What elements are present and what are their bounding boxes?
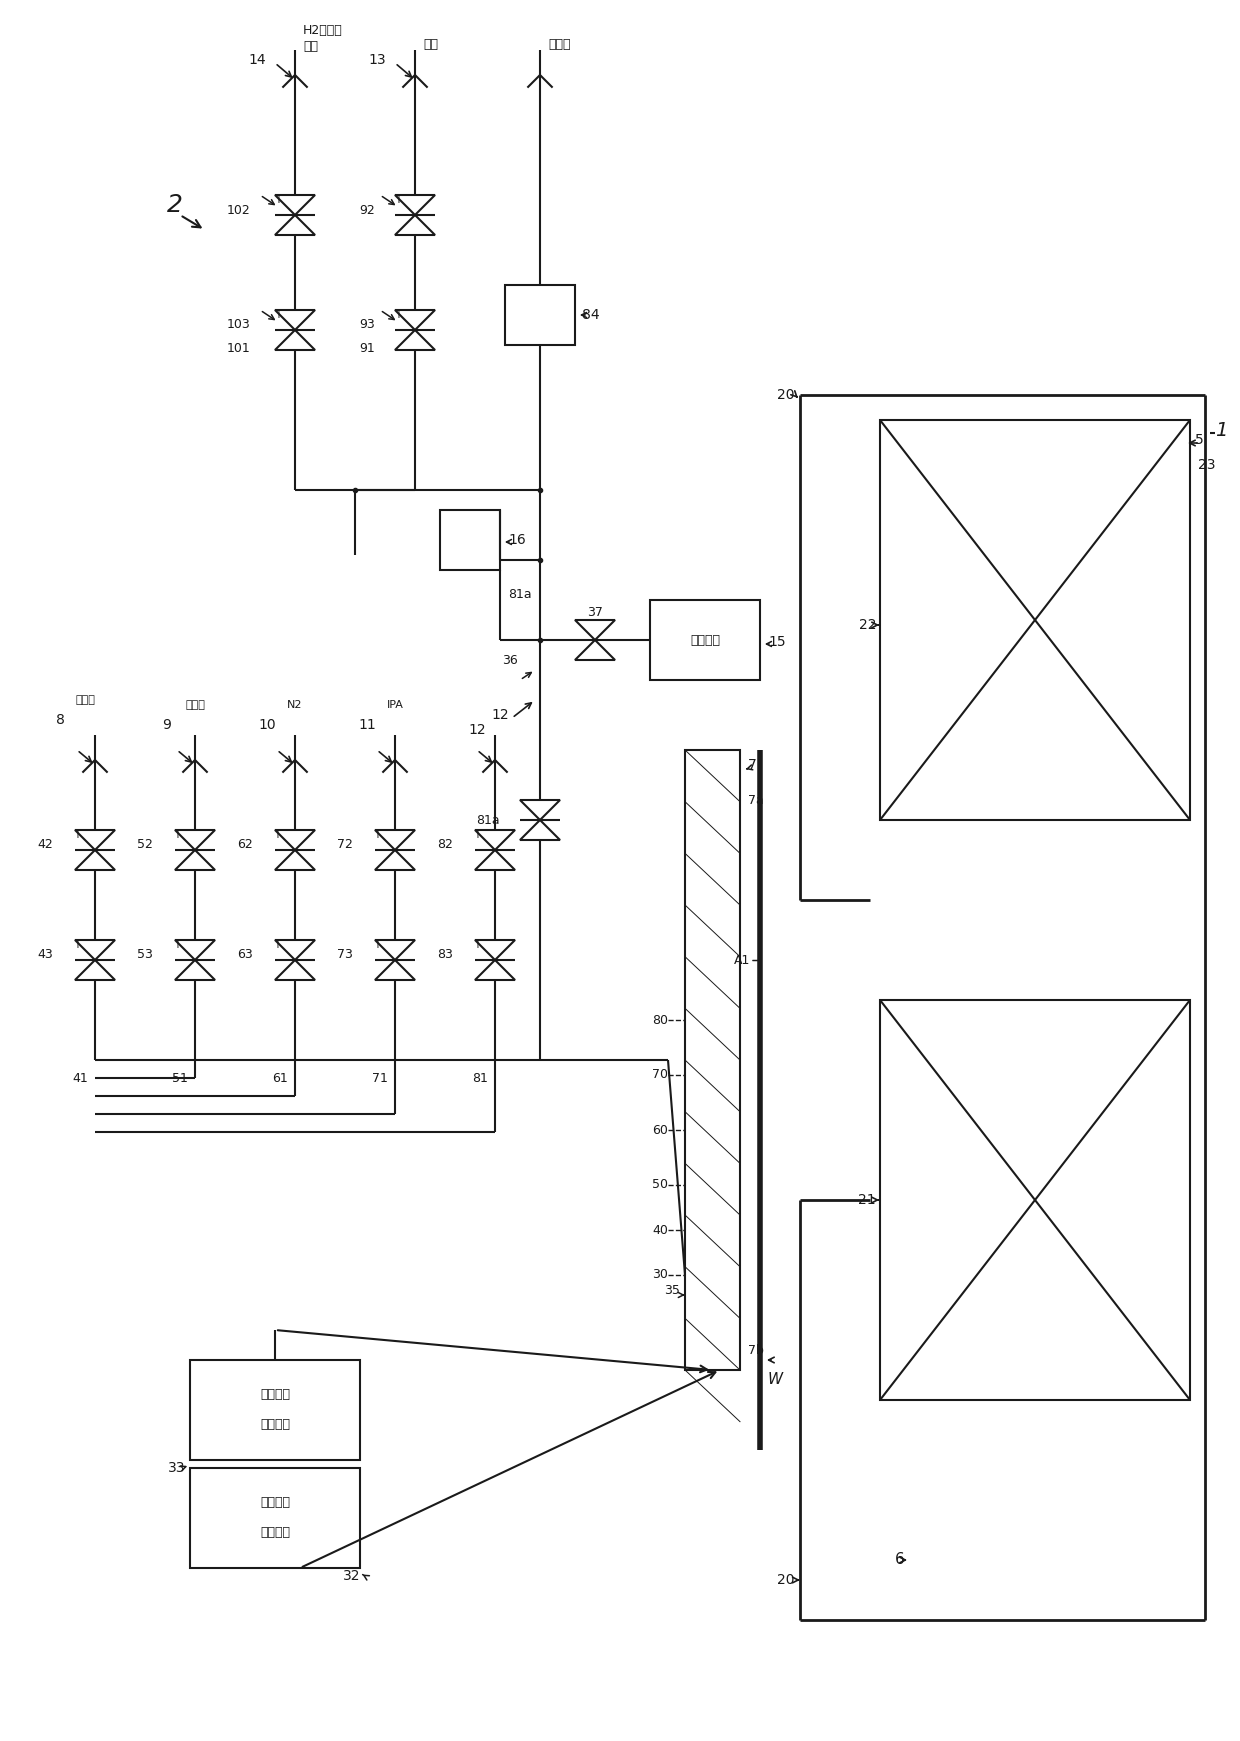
Text: 52: 52 (138, 839, 153, 851)
Text: 16: 16 (508, 533, 526, 547)
Bar (190, 1468, 360, 1569)
Text: 12: 12 (491, 709, 508, 723)
Text: 2: 2 (167, 193, 184, 218)
Text: 10: 10 (258, 717, 275, 731)
Text: 81: 81 (472, 1071, 487, 1085)
Text: T: T (74, 940, 79, 951)
Text: 1: 1 (1215, 421, 1228, 439)
Text: 71: 71 (372, 1071, 388, 1085)
Text: 33: 33 (167, 1461, 185, 1475)
Text: 23: 23 (1198, 458, 1215, 472)
Text: 82: 82 (438, 839, 453, 851)
Text: 41: 41 (72, 1071, 88, 1085)
Text: T: T (274, 940, 280, 951)
Text: 81a: 81a (508, 588, 532, 601)
Text: 11: 11 (358, 717, 376, 731)
Text: T: T (374, 830, 379, 839)
Text: 92: 92 (360, 204, 374, 216)
Text: 51: 51 (172, 1071, 188, 1085)
Text: 阻隔构件: 阻隔构件 (260, 1389, 290, 1402)
Text: 20: 20 (777, 388, 795, 402)
Text: T: T (474, 830, 480, 839)
Text: 72: 72 (337, 839, 353, 851)
Bar (190, 1360, 360, 1461)
Text: 37: 37 (587, 606, 603, 618)
Text: 63: 63 (237, 949, 253, 961)
Text: T: T (275, 195, 281, 205)
Bar (880, 999, 1190, 1400)
Text: H2、氮气: H2、氮气 (303, 23, 342, 37)
Text: 氮气: 氮气 (303, 40, 317, 54)
Text: 7b: 7b (748, 1344, 764, 1356)
Text: T: T (274, 830, 280, 839)
Text: 60: 60 (652, 1123, 668, 1137)
Text: 53: 53 (138, 949, 153, 961)
Text: 84: 84 (582, 308, 600, 322)
Text: N2: N2 (288, 700, 303, 710)
Text: 9: 9 (162, 717, 171, 731)
Text: 13: 13 (368, 52, 386, 66)
Text: T: T (174, 940, 180, 951)
Text: 70: 70 (652, 1069, 668, 1081)
Text: 20: 20 (777, 1574, 795, 1588)
Text: 7a: 7a (748, 794, 764, 806)
Text: W: W (768, 1372, 784, 1388)
Text: 超纯水: 超纯水 (185, 700, 205, 710)
Text: T: T (174, 830, 180, 839)
Bar (880, 420, 1190, 820)
Text: 超纯水: 超纯水 (548, 38, 570, 52)
Text: 73: 73 (337, 949, 353, 961)
Text: 43: 43 (37, 949, 53, 961)
Text: 40: 40 (652, 1224, 668, 1236)
Text: 升降单元: 升降单元 (260, 1527, 290, 1539)
Text: T: T (396, 195, 401, 205)
Bar (505, 286, 575, 345)
Text: 101: 101 (226, 341, 250, 355)
Text: 36: 36 (502, 653, 518, 667)
Text: A1: A1 (734, 954, 750, 966)
Text: 21: 21 (858, 1193, 875, 1207)
Text: 61: 61 (272, 1071, 288, 1085)
Text: 氨水: 氨水 (423, 38, 438, 52)
Text: 15: 15 (768, 635, 786, 649)
Text: T: T (374, 940, 379, 951)
Text: 7: 7 (748, 757, 756, 771)
Text: 83: 83 (438, 949, 453, 961)
Text: 8: 8 (56, 714, 64, 728)
Text: T: T (396, 310, 401, 320)
Text: 30: 30 (652, 1269, 668, 1281)
Text: T: T (474, 940, 480, 951)
Text: T: T (74, 830, 79, 839)
Text: 35: 35 (665, 1283, 680, 1297)
Text: 12: 12 (469, 723, 486, 736)
Text: 氢氟酸: 氢氟酸 (76, 695, 95, 705)
Text: 80: 80 (652, 1013, 668, 1027)
Text: 62: 62 (237, 839, 253, 851)
Bar (650, 601, 760, 681)
Text: 102: 102 (226, 204, 250, 216)
Text: 比电阻计: 比电阻计 (689, 634, 720, 646)
Text: 5: 5 (1195, 434, 1204, 447)
Text: 91: 91 (360, 341, 374, 355)
Text: T: T (275, 310, 281, 320)
Text: 6: 6 (895, 1553, 905, 1567)
Bar (440, 510, 500, 569)
Text: 81a: 81a (476, 813, 500, 827)
Text: 42: 42 (37, 839, 53, 851)
Text: 103: 103 (226, 319, 250, 331)
Text: 旋转单元: 旋转单元 (260, 1419, 290, 1431)
Text: 32: 32 (342, 1569, 360, 1583)
Text: IPA: IPA (387, 700, 403, 710)
Text: 93: 93 (360, 319, 374, 331)
Text: 22: 22 (858, 618, 875, 632)
Text: 50: 50 (652, 1179, 668, 1191)
Text: 阻隔构件: 阻隔构件 (260, 1497, 290, 1509)
Text: 14: 14 (248, 52, 265, 66)
Bar (684, 750, 740, 1370)
